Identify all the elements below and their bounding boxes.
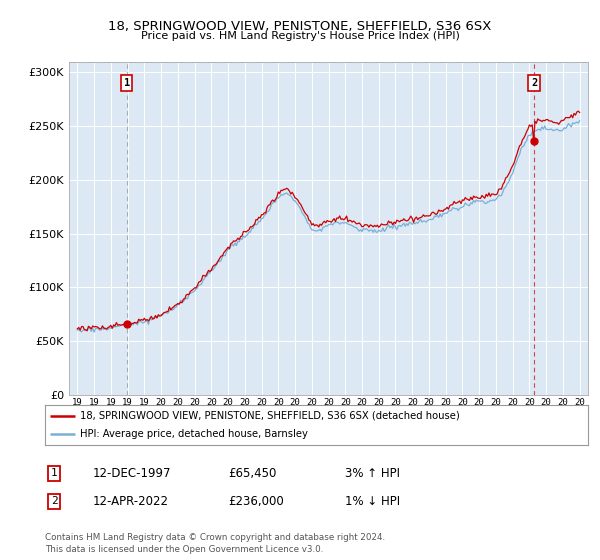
Text: 3% ↑ HPI: 3% ↑ HPI <box>345 466 400 480</box>
Text: 12-DEC-1997: 12-DEC-1997 <box>93 466 172 480</box>
Text: 1: 1 <box>50 468 58 478</box>
Text: HPI: Average price, detached house, Barnsley: HPI: Average price, detached house, Barn… <box>80 430 308 439</box>
Text: Contains HM Land Registry data © Crown copyright and database right 2024.
This d: Contains HM Land Registry data © Crown c… <box>45 533 385 554</box>
Text: £65,450: £65,450 <box>228 466 277 480</box>
Text: 12-APR-2022: 12-APR-2022 <box>93 494 169 508</box>
Text: 1% ↓ HPI: 1% ↓ HPI <box>345 494 400 508</box>
Text: £236,000: £236,000 <box>228 494 284 508</box>
Text: 2: 2 <box>50 496 58 506</box>
Text: 18, SPRINGWOOD VIEW, PENISTONE, SHEFFIELD, S36 6SX: 18, SPRINGWOOD VIEW, PENISTONE, SHEFFIEL… <box>109 20 491 32</box>
Text: 18, SPRINGWOOD VIEW, PENISTONE, SHEFFIELD, S36 6SX (detached house): 18, SPRINGWOOD VIEW, PENISTONE, SHEFFIEL… <box>80 411 460 421</box>
Text: 1: 1 <box>124 78 130 88</box>
Text: 2: 2 <box>531 78 537 88</box>
Text: Price paid vs. HM Land Registry's House Price Index (HPI): Price paid vs. HM Land Registry's House … <box>140 31 460 41</box>
